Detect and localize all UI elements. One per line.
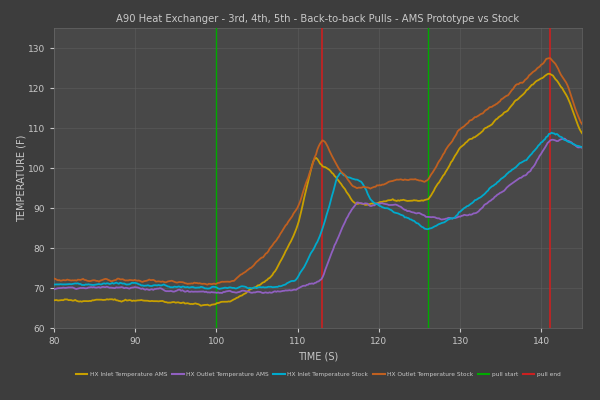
Y-axis label: TEMPERATURE (F): TEMPERATURE (F) (16, 134, 26, 222)
Title: A90 Heat Exchanger - 3rd, 4th, 5th - Back-to-back Pulls - AMS Prototype vs Stock: A90 Heat Exchanger - 3rd, 4th, 5th - Bac… (116, 14, 520, 24)
Legend: HX Inlet Temperature AMS, HX Outlet Temperature AMS, HX Inlet Temperature Stock,: HX Inlet Temperature AMS, HX Outlet Temp… (73, 370, 563, 380)
X-axis label: TIME (S): TIME (S) (298, 352, 338, 362)
